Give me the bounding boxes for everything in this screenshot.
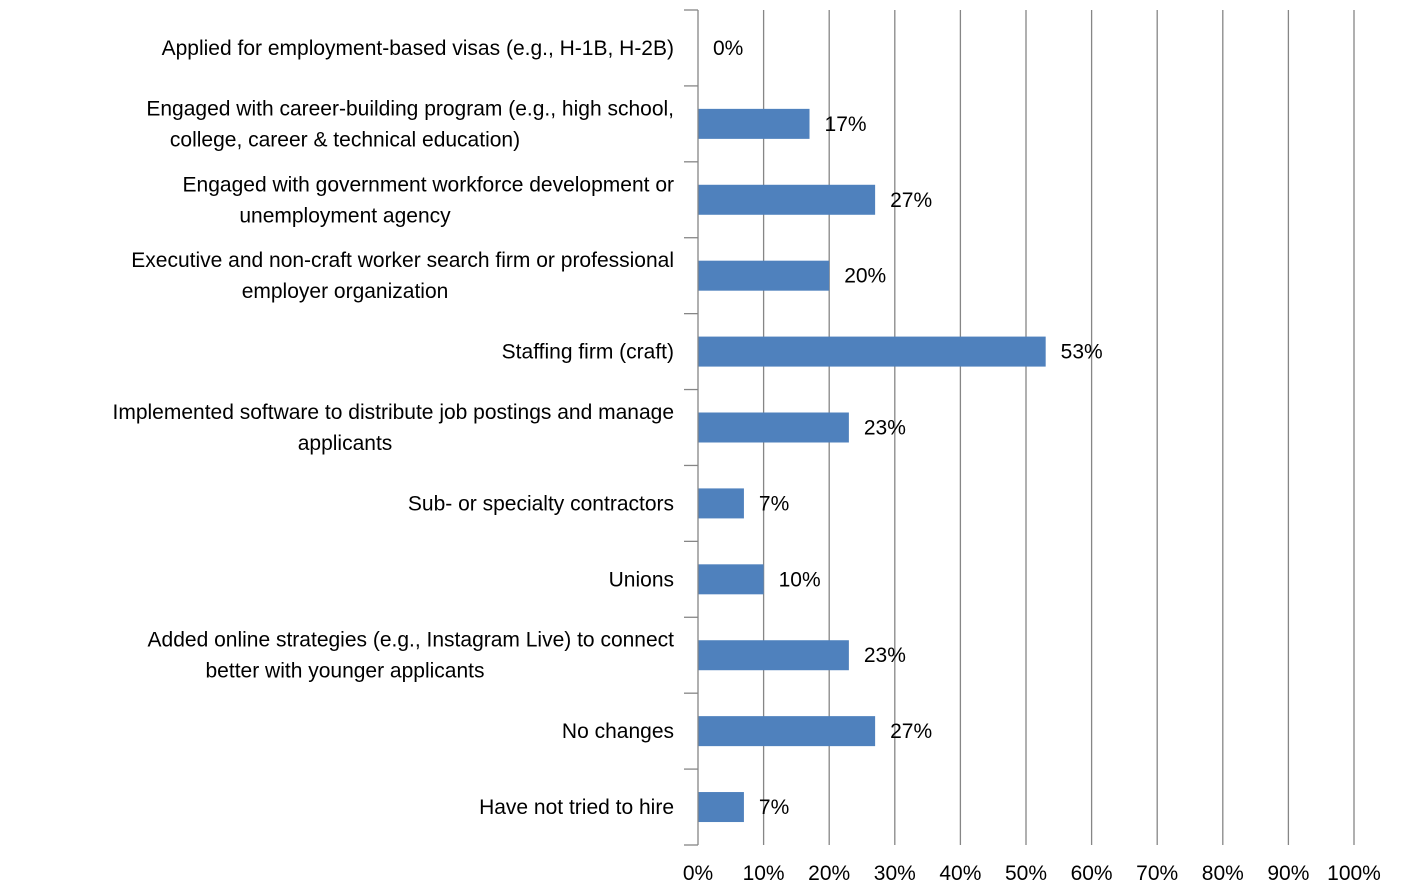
category-label: employer organization [242, 280, 449, 303]
y-axis [684, 9, 699, 846]
bar-value-label: 23% [864, 644, 906, 667]
category-label: Unions [609, 568, 674, 591]
category-label: Have not tried to hire [479, 796, 674, 819]
category-label: Added online strategies (e.g., Instagram… [148, 629, 675, 652]
x-tick-label: 60% [1071, 862, 1113, 885]
x-tick-label: 0% [683, 862, 713, 885]
bars [698, 108, 1046, 823]
bar-value-label: 7% [759, 796, 789, 819]
category-label: better with younger applicants [206, 660, 485, 683]
data-labels: 0% 17% 27% 20% 53% 23% 7% 10% 23% 27% 7% [713, 37, 1103, 819]
x-tick-label: 90% [1267, 862, 1309, 885]
category-label: Engaged with government workforce develo… [183, 173, 674, 196]
x-tick-label: 50% [1005, 862, 1047, 885]
category-label: Staffing firm (craft) [502, 341, 674, 364]
bar [698, 336, 1046, 367]
x-tick-label: 30% [874, 862, 916, 885]
bar [698, 260, 830, 291]
x-tick-labels: 0% 10% 20% 30% 40% 50% 60% 70% 80% 90% 100% [683, 862, 1381, 885]
bar [698, 564, 764, 595]
category-labels: Applied for employment-based visas (e.g.… [113, 37, 675, 819]
bar-value-label: 27% [890, 189, 932, 212]
bar-value-label: 17% [825, 113, 867, 136]
category-label: applicants [298, 432, 393, 455]
x-tick-label: 100% [1327, 862, 1381, 885]
bar-value-label: 23% [864, 417, 906, 440]
bar-value-label: 27% [890, 720, 932, 743]
x-tick-label: 10% [743, 862, 785, 885]
category-label: Applied for employment-based visas (e.g.… [162, 37, 674, 60]
gridlines [762, 10, 1355, 845]
bar-value-label: 20% [844, 265, 886, 288]
category-label: unemployment agency [239, 204, 451, 227]
category-label: college, career & technical education) [170, 128, 520, 151]
bar-value-label: 53% [1061, 341, 1103, 364]
x-tick-label: 40% [939, 862, 981, 885]
category-label: Engaged with career-building program (e.… [146, 97, 674, 120]
category-label: No changes [562, 720, 674, 743]
category-label: Implemented software to distribute job p… [113, 401, 675, 424]
bar [698, 488, 744, 519]
bar [698, 108, 810, 139]
x-tick-label: 20% [808, 862, 850, 885]
bar [698, 716, 876, 747]
bar [698, 792, 744, 823]
category-label: Executive and non-craft worker search fi… [131, 249, 674, 272]
bar [698, 412, 849, 443]
bar [698, 184, 876, 215]
category-label: Sub- or specialty contractors [408, 492, 674, 515]
x-tick-label: 80% [1202, 862, 1244, 885]
bar-value-label: 0% [713, 37, 743, 60]
bar-value-label: 10% [779, 568, 821, 591]
bar [698, 640, 849, 671]
bar-value-label: 7% [759, 492, 789, 515]
x-tick-label: 70% [1136, 862, 1178, 885]
